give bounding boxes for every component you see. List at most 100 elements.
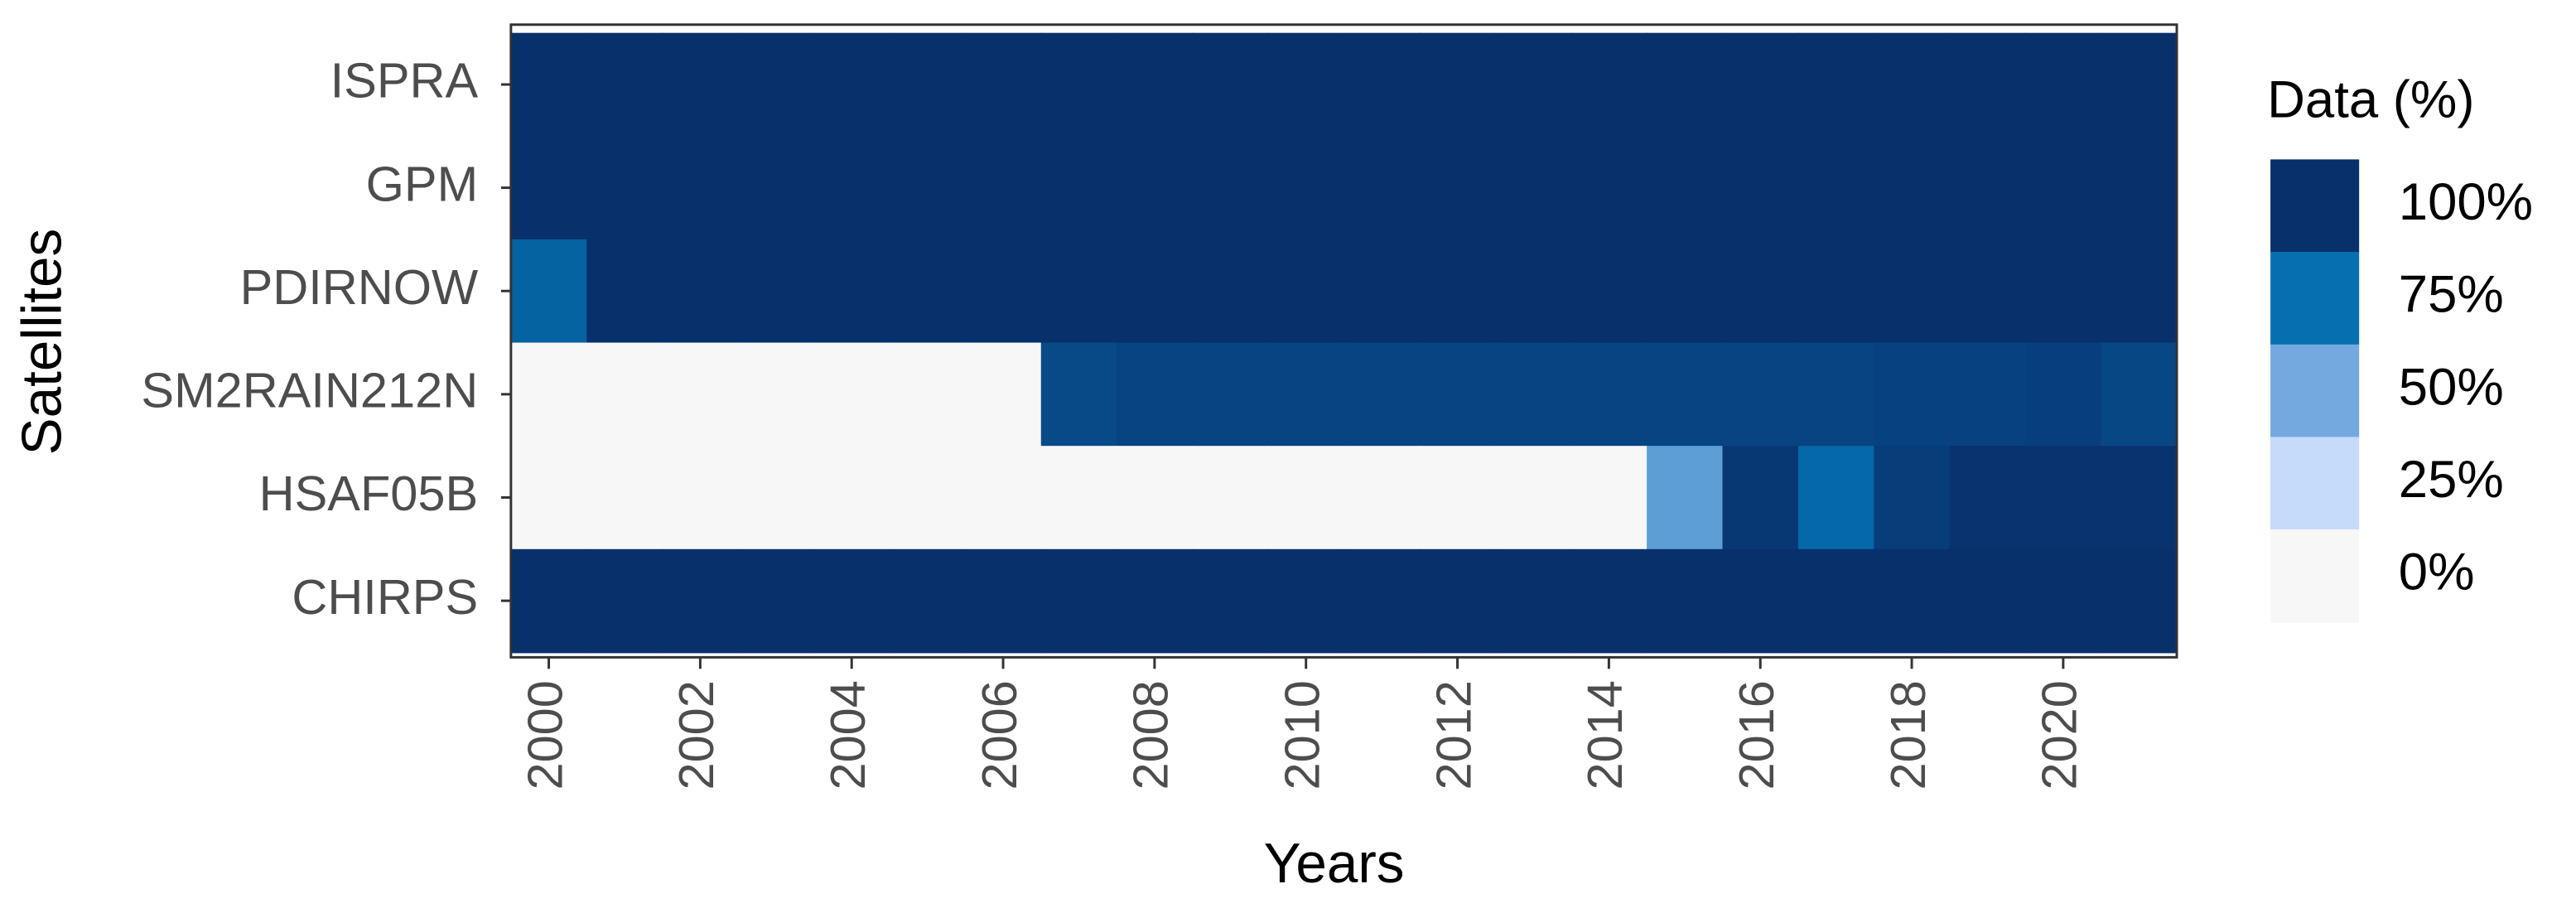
heat-cell — [1647, 136, 1724, 240]
heat-cell — [2101, 136, 2178, 240]
y-tick-label: PDIRNOW — [240, 259, 479, 315]
heat-cell — [889, 548, 967, 654]
y-tick-label: GPM — [366, 156, 479, 211]
heat-cell — [965, 548, 1042, 654]
heat-cell — [586, 239, 663, 344]
heat-cell — [1343, 446, 1421, 550]
y-axis-title: Satellites — [11, 229, 73, 456]
x-tick-label: 2004 — [820, 680, 876, 790]
heat-cell — [1722, 548, 1799, 654]
heat-cell — [1419, 446, 1497, 550]
heat-cell — [1343, 136, 1421, 240]
heat-cell — [813, 136, 890, 240]
heat-cell — [2025, 32, 2102, 138]
heat-cell — [889, 446, 967, 550]
heat-cell — [813, 342, 890, 447]
heat-cell — [889, 342, 967, 447]
heat-cell — [1343, 548, 1421, 654]
heat-cell — [662, 548, 740, 654]
heat-cell — [1647, 342, 1724, 447]
heat-cell — [1040, 446, 1118, 550]
heat-cell — [1949, 446, 2027, 550]
heat-cell — [1117, 136, 1194, 240]
heat-cell — [1570, 446, 1648, 550]
legend-swatch — [2270, 252, 2360, 345]
legend-label: 50% — [2399, 358, 2504, 416]
heat-cell — [510, 446, 588, 550]
x-tick-label: 2002 — [668, 680, 724, 790]
heat-cell — [1647, 239, 1724, 344]
heat-cell — [1419, 548, 1497, 654]
heat-cell — [1117, 239, 1194, 344]
heat-cell — [1722, 342, 1799, 447]
heat-cell — [738, 446, 815, 550]
heat-cell — [1722, 446, 1799, 550]
heat-cell — [1797, 32, 1875, 138]
heat-cell — [1570, 32, 1648, 138]
heat-cell — [889, 239, 967, 344]
heat-cell — [738, 239, 815, 344]
heat-cell — [965, 32, 1042, 138]
heat-cell — [662, 32, 740, 138]
heat-cell — [586, 446, 663, 550]
heat-cell — [510, 342, 588, 447]
heat-cell — [1117, 446, 1194, 550]
heat-cell — [1040, 548, 1118, 654]
heat-cell — [1192, 32, 1270, 138]
heat-cell — [2025, 446, 2102, 550]
x-tick-label: 2006 — [972, 680, 1027, 790]
heat-cell — [813, 239, 890, 344]
heat-cell — [738, 342, 815, 447]
heat-cell — [1570, 136, 1648, 240]
heat-cell — [1040, 342, 1118, 447]
heat-cell — [1495, 342, 1572, 447]
plot-border — [509, 23, 2178, 659]
heat-cell — [738, 548, 815, 654]
heat-cell — [965, 136, 1042, 240]
heat-cell — [1192, 446, 1270, 550]
heat-cell — [2025, 136, 2102, 240]
heat-cell — [889, 136, 967, 240]
heat-cell — [2025, 548, 2102, 654]
heat-cell — [662, 446, 740, 550]
heat-cell — [1419, 136, 1497, 240]
heat-cell — [965, 239, 1042, 344]
heat-cell — [1949, 239, 2027, 344]
legend-swatch — [2270, 529, 2360, 623]
heat-cell — [738, 32, 815, 138]
legend-swatch — [2270, 344, 2360, 438]
heat-cell — [586, 548, 663, 654]
heat-cell — [1797, 548, 1875, 654]
heat-cell — [1192, 136, 1270, 240]
heat-cell — [965, 446, 1042, 550]
legend-label: 75% — [2399, 266, 2504, 324]
legend-title: Data (%) — [2267, 71, 2474, 129]
heat-cell — [2101, 342, 2178, 447]
x-tick-label: 2016 — [1729, 680, 1784, 790]
heat-cell — [1268, 136, 1345, 240]
y-tick-label: SM2RAIN212N — [141, 363, 478, 418]
heat-cell — [1040, 239, 1118, 344]
heat-cell — [1797, 446, 1875, 550]
heat-cell — [586, 32, 663, 138]
heat-cell — [1874, 548, 1951, 654]
heat-cell — [1343, 342, 1421, 447]
heat-cell — [1495, 32, 1572, 138]
heat-cell — [889, 32, 967, 138]
heat-cell — [813, 548, 890, 654]
heat-cell — [1495, 548, 1572, 654]
y-tick-label: CHIRPS — [292, 569, 478, 625]
heat-cell — [1117, 548, 1194, 654]
legend-label: 25% — [2399, 451, 2504, 509]
heat-cell — [1495, 446, 1572, 550]
legend-swatch — [2270, 159, 2360, 254]
y-tick-label: HSAF05B — [259, 466, 479, 521]
heat-cell — [965, 342, 1042, 447]
heat-cell — [2101, 446, 2178, 550]
heat-cell — [1419, 32, 1497, 138]
heat-cell — [1192, 548, 1270, 654]
heat-cell — [1949, 136, 2027, 240]
x-tick-label: 2008 — [1123, 680, 1179, 790]
x-tick-label: 2018 — [1880, 680, 1936, 790]
